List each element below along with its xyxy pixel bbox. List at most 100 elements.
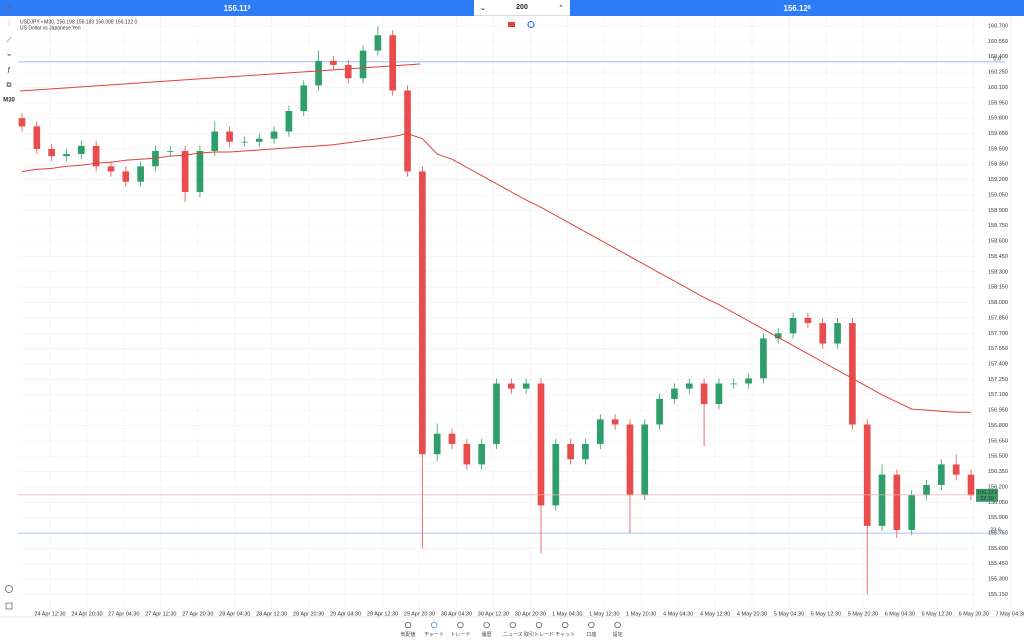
nav-label[interactable]: チャート bbox=[424, 632, 444, 638]
buy-pip: 8 bbox=[807, 5, 811, 11]
function-tool[interactable]: ƒ bbox=[7, 67, 11, 74]
candle-body bbox=[404, 90, 411, 172]
nav-label[interactable]: 設定 bbox=[613, 631, 623, 638]
y-tick-label: 158.900 bbox=[988, 208, 1008, 214]
candle-body bbox=[537, 383, 545, 506]
candle-body bbox=[671, 388, 678, 399]
x-tick-label: 28 Apr 04:30 bbox=[219, 611, 250, 617]
y-tick-label: 156.200 bbox=[988, 484, 1008, 490]
grid: 160.700 160.550 160.400 160.250 160.100 159.9… bbox=[18, 16, 1024, 617]
y-tick-label: 160.550 bbox=[988, 39, 1008, 45]
y-tick-label: 155.450 bbox=[988, 561, 1008, 567]
nav-icon[interactable] bbox=[483, 621, 490, 629]
candle-body bbox=[493, 383, 500, 444]
candle-body bbox=[255, 138, 263, 142]
candle-body bbox=[789, 317, 797, 334]
nav-icon[interactable] bbox=[457, 621, 464, 629]
candle-body bbox=[285, 111, 293, 132]
lot-up[interactable]: ⌃ bbox=[558, 4, 564, 12]
y-tick-label: 155.300 bbox=[988, 577, 1008, 583]
y-tick-label: 156.050 bbox=[988, 500, 1008, 506]
candle-body bbox=[211, 131, 219, 151]
crosshair-tool[interactable]: ✛ bbox=[6, 4, 12, 12]
nav-icon[interactable] bbox=[562, 621, 569, 629]
nav-label[interactable]: 口座 bbox=[586, 631, 596, 638]
nav-label[interactable]: トレード bbox=[450, 632, 470, 638]
x-tick-label: 5 May 20:30 bbox=[848, 611, 878, 617]
candle-body bbox=[938, 464, 945, 485]
settings-icon[interactable] bbox=[5, 585, 13, 593]
candle-body bbox=[389, 35, 397, 91]
candle-body bbox=[359, 50, 367, 79]
x-tick-label: 6 May 12:30 bbox=[922, 611, 952, 617]
x-tick-label: 5 May 04:30 bbox=[774, 611, 804, 617]
y-tick-label: 158.000 bbox=[988, 300, 1008, 306]
nav-label[interactable]: 気配値 bbox=[400, 631, 415, 638]
y-tick-label: 155.150 bbox=[988, 592, 1008, 598]
nav-icon[interactable] bbox=[431, 621, 438, 629]
y-tick-label: 159.200 bbox=[988, 177, 1008, 183]
x-tick-label: 4 May 04:30 bbox=[663, 611, 693, 617]
candle-body bbox=[226, 131, 233, 142]
x-tick-label: 30 Apr 20:30 bbox=[515, 611, 546, 617]
candle-body bbox=[33, 126, 41, 149]
buy-price: 156.12 bbox=[783, 3, 808, 13]
nav-icon[interactable] bbox=[509, 621, 516, 629]
x-tick-label: 28 Apr 20:30 bbox=[293, 611, 324, 617]
timeframe[interactable]: M30 bbox=[3, 98, 15, 104]
x-tick-label: 29 Apr 04:30 bbox=[330, 611, 361, 617]
y-tick-label: 159.950 bbox=[988, 100, 1008, 106]
chart-type-tool[interactable]: ⫶ bbox=[8, 20, 10, 28]
lot-down[interactable]: ⌄ bbox=[480, 4, 486, 12]
sell-button[interactable]: 156.11 9 bbox=[0, 0, 474, 16]
line-tool[interactable]: ⌁ bbox=[7, 52, 11, 59]
nav-icon[interactable] bbox=[404, 621, 412, 629]
nav-icon[interactable] bbox=[588, 621, 595, 629]
x-tick-label: 1 May 12:30 bbox=[589, 611, 619, 617]
layout-icon[interactable] bbox=[5, 602, 13, 610]
y-tick-label: 160.250 bbox=[988, 70, 1008, 76]
nav-icon[interactable] bbox=[535, 621, 543, 629]
indicator-tool[interactable]: ⟋ bbox=[7, 36, 12, 44]
x-tick-label: 24 Apr 12:30 bbox=[34, 611, 65, 617]
candle-body bbox=[507, 383, 515, 389]
y-tick-label: 158.150 bbox=[988, 285, 1008, 291]
candle-body bbox=[582, 443, 589, 460]
candle-body bbox=[315, 60, 322, 86]
candle-body bbox=[611, 419, 619, 425]
candle-body bbox=[656, 398, 663, 425]
candle-body bbox=[166, 150, 174, 152]
candle-body bbox=[596, 419, 604, 444]
y-tick-label: 155.750 bbox=[988, 531, 1008, 537]
candle-body bbox=[419, 171, 426, 455]
candle-body bbox=[522, 383, 530, 389]
lot-selector[interactable]: ⌄ 200 ⌃ bbox=[474, 0, 570, 16]
nav-label[interactable]: 履歴 bbox=[482, 632, 492, 638]
buy-button[interactable]: 156.12 8 bbox=[570, 0, 1024, 16]
sell-pip: 9 bbox=[247, 5, 251, 11]
y-tick-label: 160.100 bbox=[988, 85, 1008, 91]
nav-label[interactable]: 取引トレード bbox=[524, 631, 554, 638]
y-tick-label: 159.050 bbox=[988, 192, 1008, 198]
nav-label[interactable]: ニュース bbox=[503, 632, 523, 638]
candle-body bbox=[685, 383, 693, 389]
y-tick-label: 160.700 bbox=[988, 23, 1008, 29]
nav-label[interactable]: チャット bbox=[555, 632, 575, 638]
candle-body bbox=[463, 443, 471, 465]
object-tool[interactable]: ⧉ bbox=[7, 82, 12, 89]
sync-icon[interactable] bbox=[527, 20, 535, 29]
bottom-nav: 気配値 チャート トレード 履歴 ニュース 取引トレード チャット 口座 設定 bbox=[400, 621, 623, 638]
candle-body bbox=[641, 424, 649, 496]
sell-price: 156.11 bbox=[223, 3, 248, 13]
candle-body bbox=[893, 474, 901, 530]
nav-icon[interactable] bbox=[614, 621, 621, 629]
candle-body bbox=[196, 150, 204, 192]
candle-body bbox=[774, 333, 782, 339]
candle-body bbox=[700, 383, 708, 404]
x-tick-label: 27 Apr 20:30 bbox=[182, 611, 213, 617]
y-tick-label: 157.100 bbox=[988, 392, 1008, 398]
flag-icon[interactable] bbox=[508, 22, 515, 27]
moving-average bbox=[21, 133, 971, 413]
